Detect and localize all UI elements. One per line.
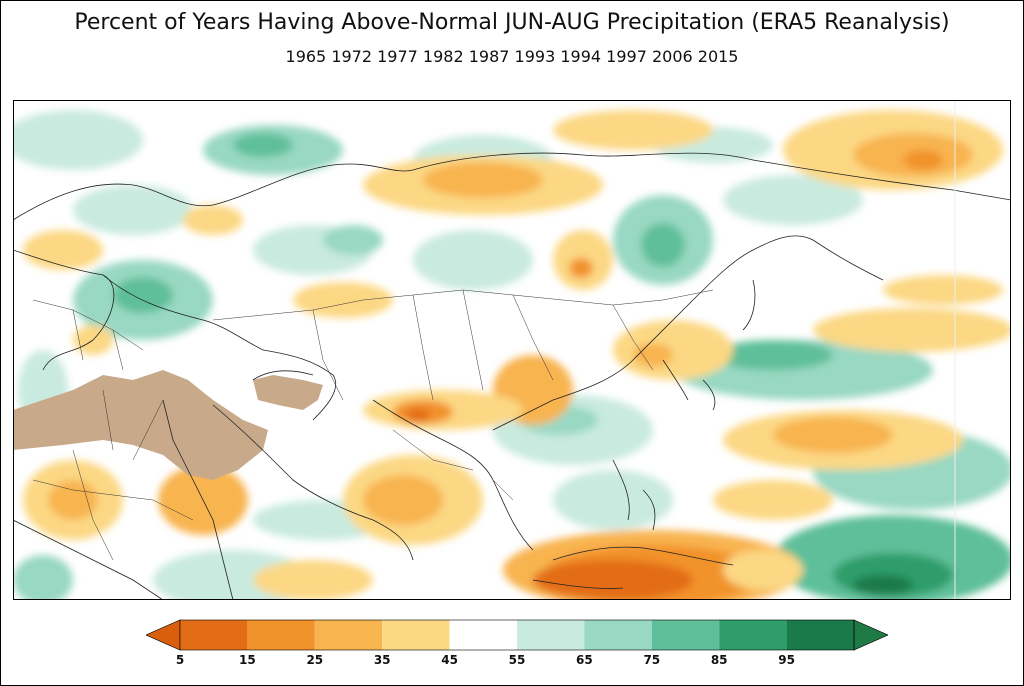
colorbar-segment <box>651 620 720 650</box>
colorbar-segment <box>180 620 248 650</box>
colorbar-segment <box>314 620 383 650</box>
years-list: 1965 1972 1977 1982 1987 1993 1994 1997 … <box>285 47 739 66</box>
wet-region <box>413 230 533 290</box>
wet-region <box>723 175 863 225</box>
colorbar-tick-label: 55 <box>508 653 526 667</box>
colorbar-under-arrow <box>146 619 181 651</box>
dry-region <box>293 282 393 318</box>
colorbar-over-arrow <box>853 619 888 651</box>
colorbar-frame <box>179 619 855 651</box>
dry-region <box>569 258 593 278</box>
dry-region <box>48 480 98 520</box>
wet-region <box>641 223 685 267</box>
dry-region <box>813 308 1011 352</box>
colorbar-tick-label: 35 <box>373 653 391 667</box>
dry-region <box>773 417 893 453</box>
wet-region <box>713 340 833 370</box>
map-title: Percent of Years Having Above-Normal JUN… <box>74 10 950 35</box>
wet-region <box>233 133 293 157</box>
wet-region <box>73 185 193 235</box>
dry-region <box>533 560 693 600</box>
colorbar-segment <box>247 620 315 650</box>
dry-region <box>183 205 243 235</box>
wet-region <box>553 470 673 530</box>
dry-mask <box>13 370 323 480</box>
dry-region <box>23 230 103 270</box>
colorbar-tick-label: 65 <box>576 653 593 667</box>
colorbar-segment <box>449 620 517 650</box>
map-border <box>13 100 1011 600</box>
dry-region <box>423 162 543 198</box>
dry-region <box>363 475 443 525</box>
wet-region <box>323 225 383 255</box>
colorbar-tick-label: 95 <box>778 653 795 667</box>
precipitation-map <box>13 100 1011 600</box>
dry-region <box>713 480 833 520</box>
dry-region <box>553 110 713 150</box>
colorbar-segment <box>786 620 854 650</box>
dry-region <box>406 408 430 422</box>
colorbar-tick-label: 85 <box>710 653 728 667</box>
dry-region <box>253 560 373 600</box>
colorbar-tick-label: 25 <box>306 653 324 667</box>
wet-region <box>13 555 73 600</box>
colorbar-tick-label: 45 <box>441 653 458 667</box>
colorbar-tick-label: 5 <box>175 653 185 667</box>
dry-region <box>613 320 733 380</box>
dry-region <box>723 550 803 590</box>
wet-region <box>13 110 143 170</box>
dry-region <box>903 150 943 170</box>
colorbar-tick-label: 75 <box>643 653 661 667</box>
colorbar-segment <box>719 620 787 650</box>
colorbar-segment <box>382 620 450 650</box>
coastlines <box>13 152 1011 600</box>
wet-region <box>853 575 913 595</box>
colorbar-tick-label: 15 <box>239 653 256 667</box>
colorbar <box>146 619 888 651</box>
colorbar-segment <box>517 620 585 650</box>
dry-region <box>883 275 1003 305</box>
dry-region <box>633 343 673 367</box>
country-borders <box>32 289 714 561</box>
colorbar-segment <box>584 620 652 650</box>
wet-region <box>113 277 173 313</box>
